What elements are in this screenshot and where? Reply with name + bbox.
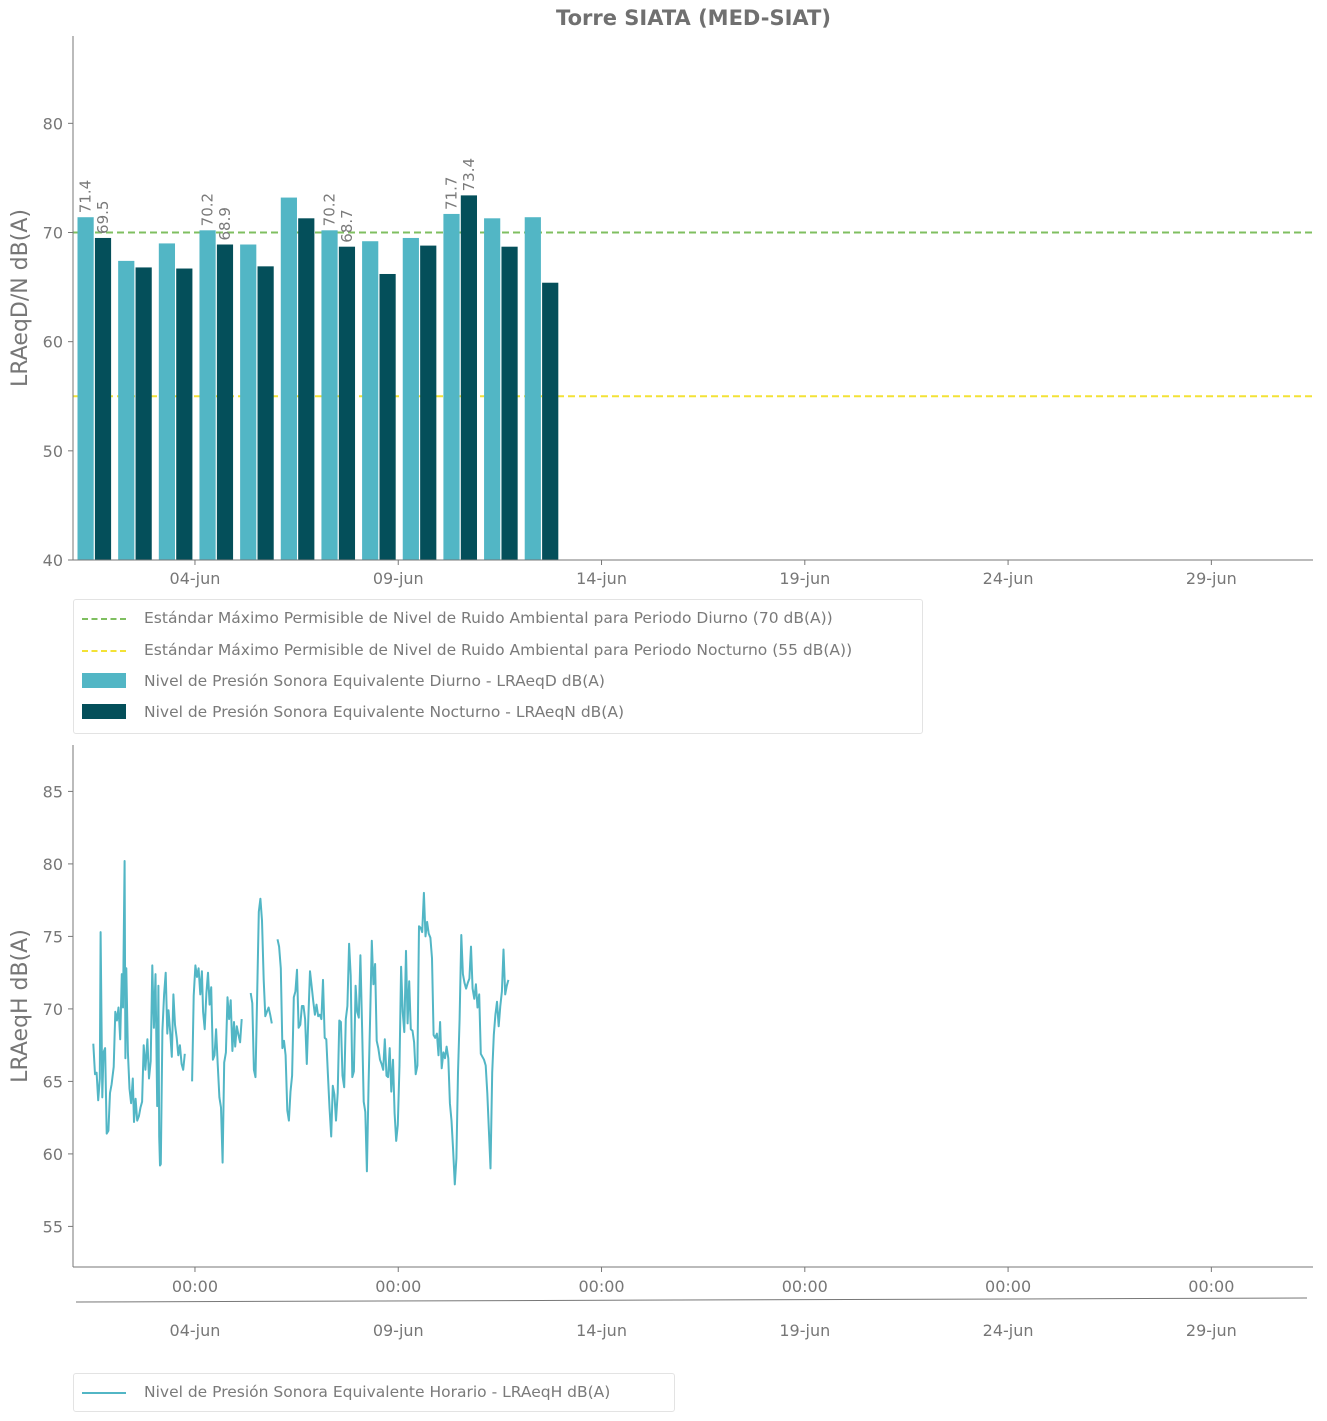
bar-swatch-icon — [82, 704, 126, 719]
bar-swatch-icon — [82, 673, 126, 688]
hourly-line-segment — [92, 860, 186, 1167]
x-tick-label: 00:00 — [985, 1277, 1031, 1296]
x-tick-label: 09-jun — [373, 569, 424, 588]
hourly-line-segment — [249, 897, 273, 1079]
bar-night — [176, 268, 193, 560]
bar-day — [321, 230, 338, 561]
legend-label: Nivel de Presión Sonora Equivalente Hora… — [144, 1383, 611, 1401]
bar-night — [460, 195, 478, 560]
x-tick-label: 00:00 — [782, 1277, 828, 1296]
bar-night — [542, 282, 559, 560]
x-date-label: 19-jun — [779, 1321, 830, 1340]
bar-night — [216, 244, 234, 560]
bar-day — [280, 197, 297, 561]
x-date-label: 24-jun — [983, 1321, 1034, 1340]
bar-night — [257, 266, 274, 560]
dash-swatch-icon — [82, 650, 126, 652]
bar-night — [298, 218, 315, 560]
y-tick-label: 55 — [43, 1217, 63, 1236]
bar-day — [484, 218, 501, 560]
bar-value-label: 68.9 — [216, 207, 234, 240]
legend-item-std-day: Estándar Máximo Permisible de Nivel de R… — [74, 603, 922, 633]
x-tick-label: 19-jun — [779, 569, 830, 588]
y-tick-label: 65 — [43, 1072, 63, 1091]
bar-day — [402, 237, 419, 561]
bar-value-label: 70.2 — [199, 193, 217, 226]
bar-night — [338, 246, 356, 561]
x-tick-label: 04-jun — [170, 569, 221, 588]
bar-day — [240, 244, 257, 560]
bar-night — [94, 237, 112, 561]
bar-day — [362, 241, 379, 560]
date-axis-line — [75, 1297, 1308, 1303]
legend-label: Nivel de Presión Sonora Equivalente Diur… — [144, 672, 605, 690]
y-axis-label: LRAeqH dB(A) — [8, 929, 33, 1083]
y-tick-label: 70 — [43, 1000, 63, 1019]
x-date-label: 09-jun — [373, 1321, 424, 1340]
x-tick-label: 14-jun — [576, 569, 627, 588]
bar-day — [443, 213, 460, 561]
legend-top: Estándar Máximo Permisible de Nivel de R… — [73, 599, 923, 734]
y-tick-label: 75 — [43, 927, 63, 946]
legend-item-std-night: Estándar Máximo Permisible de Nivel de R… — [74, 635, 922, 665]
bar-night — [135, 267, 152, 560]
legend-item-day-bars: Nivel de Presión Sonora Equivalente Diur… — [74, 666, 922, 696]
legend-label: Estándar Máximo Permisible de Nivel de R… — [144, 609, 833, 627]
y-tick-label: 80 — [43, 114, 63, 133]
x-date-label: 14-jun — [576, 1321, 627, 1340]
bar-value-label: 68.7 — [338, 209, 356, 242]
x-tick-label: 00:00 — [172, 1277, 218, 1296]
hourly-line-segment — [191, 964, 243, 1164]
bar-value-label: 71.4 — [77, 180, 95, 213]
bar-night — [420, 245, 437, 560]
bar-night — [501, 246, 518, 561]
bar-day — [199, 230, 216, 561]
x-tick-label: 24-jun — [983, 569, 1034, 588]
y-tick-label: 50 — [43, 442, 63, 461]
legend-label: Estándar Máximo Permisible de Nivel de R… — [144, 641, 853, 659]
legend-label: Nivel de Presión Sonora Equivalente Noct… — [144, 703, 625, 721]
y-tick-label: 70 — [43, 224, 63, 243]
bar-value-label: 73.4 — [460, 158, 478, 191]
bar-value-label: 69.5 — [94, 201, 112, 234]
y-tick-label: 80 — [43, 855, 63, 874]
y-tick-label: 60 — [43, 333, 63, 352]
x-tick-label: 00:00 — [578, 1277, 624, 1296]
x-date-label: 04-jun — [170, 1321, 221, 1340]
bar-day — [158, 243, 176, 560]
x-tick-label: 00:00 — [375, 1277, 421, 1296]
bar-day — [118, 260, 135, 560]
bar-day — [77, 217, 94, 560]
x-tick-label: 29-jun — [1186, 569, 1237, 588]
line-swatch-icon — [82, 1392, 126, 1394]
hourly-line-segment — [276, 891, 510, 1186]
bar-value-label: 70.2 — [321, 193, 339, 226]
chart-title: Torre SIATA (MED-SIAT) — [556, 6, 831, 30]
legend-item-night-bars: Nivel de Presión Sonora Equivalente Noct… — [74, 697, 922, 727]
dash-swatch-icon — [82, 618, 126, 620]
legend-bottom: Nivel de Presión Sonora Equivalente Hora… — [73, 1373, 675, 1412]
x-tick-label: 00:00 — [1188, 1277, 1234, 1296]
y-tick-label: 60 — [43, 1145, 63, 1164]
bar-day — [524, 217, 541, 560]
bar-night — [379, 273, 396, 560]
y-axis-label: LRAeqD/N dB(A) — [8, 209, 33, 387]
y-tick-label: 85 — [43, 782, 63, 801]
legend-item-hourly: Nivel de Presión Sonora Equivalente Hora… — [74, 1377, 674, 1407]
bar-value-label: 71.7 — [443, 177, 461, 210]
y-tick-label: 40 — [43, 551, 63, 570]
daily-levels-bar-chart: 71.469.5 70.2 68.9 70.2 68.771.773.440506070… — [8, 36, 1313, 588]
x-date-label: 29-jun — [1186, 1321, 1237, 1340]
